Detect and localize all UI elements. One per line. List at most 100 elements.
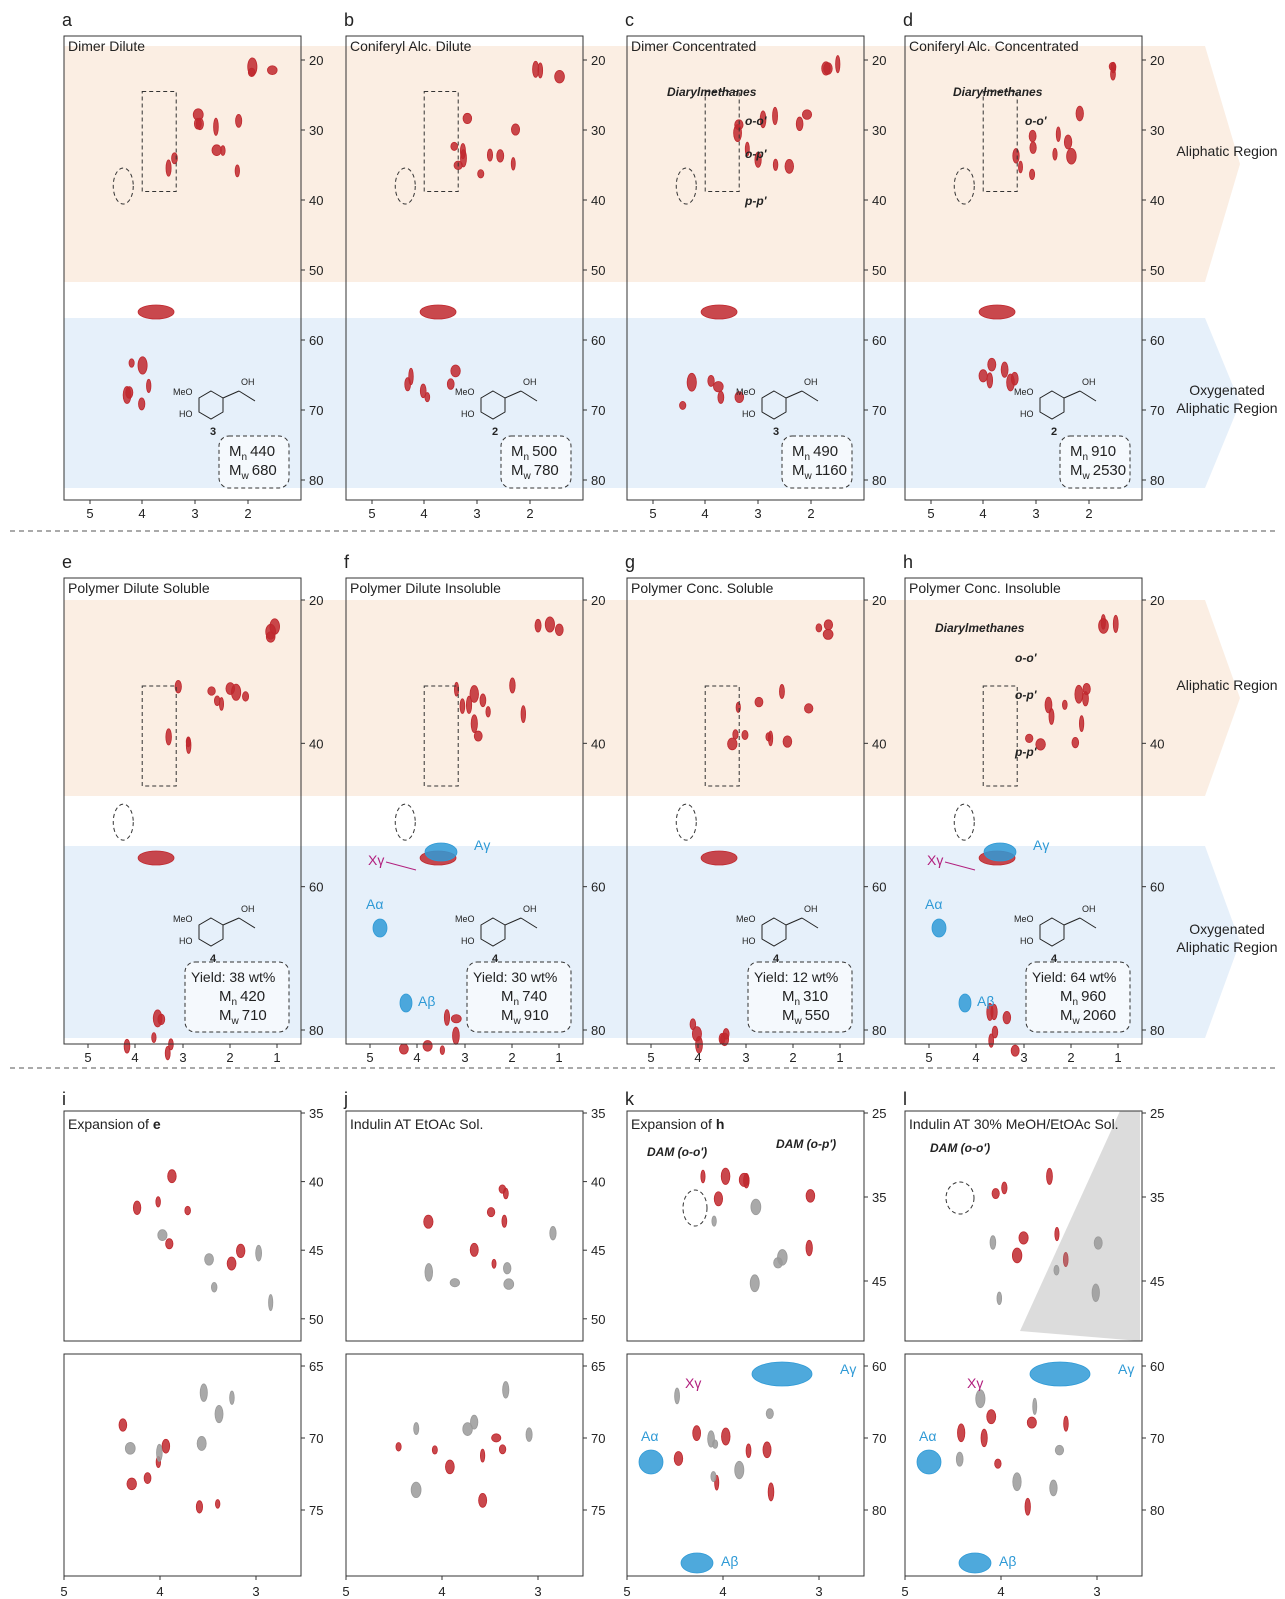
structure-label: MeO	[1014, 387, 1034, 397]
annotation-op: o-p'	[745, 147, 768, 161]
y-tick-label: 40	[1150, 193, 1164, 208]
y-tick-label: 80	[872, 1503, 886, 1518]
x-tick-label: 1	[1114, 1050, 1121, 1065]
nmr-peak	[745, 1443, 752, 1459]
annotation-diarylmethanes: Diarylmethanes	[953, 85, 1043, 99]
side-label-oxygenated: Oxygenated	[1189, 921, 1265, 937]
x-tick-label: 5	[901, 1584, 908, 1599]
y-tick-label: 80	[872, 1023, 886, 1038]
methoxyl-peak	[137, 850, 175, 866]
nmr-peak	[1035, 738, 1046, 751]
y-tick-label: 80	[591, 1023, 605, 1038]
nmr-peak	[710, 1471, 717, 1482]
nmr-peak	[502, 1381, 510, 1399]
nmr-peak	[1010, 371, 1019, 386]
nmr-peak	[157, 1229, 168, 1241]
panel-title: Polymer Dilute Soluble	[68, 580, 210, 596]
nmr-peak	[465, 695, 473, 714]
dam-oo-circle	[953, 803, 975, 841]
nmr-peak	[161, 1438, 171, 1454]
nmr-peak	[395, 1442, 402, 1452]
nmr-peak	[957, 1423, 966, 1443]
nmr-peak	[1012, 1472, 1022, 1492]
label-x-gamma: Xγ	[927, 852, 943, 868]
nmr-peak	[1062, 1251, 1069, 1268]
nmr-peak	[994, 1458, 1002, 1469]
panel-title: Polymer Dilute Insoluble	[350, 580, 501, 596]
nmr-peak	[733, 124, 742, 142]
y-tick-label: 25	[872, 1106, 886, 1121]
mw-box	[184, 961, 290, 1033]
nmr-peak	[1062, 699, 1068, 710]
panel-frame-bottom	[626, 1353, 865, 1577]
a-alpha-peak	[916, 1449, 942, 1475]
y-tick-label: 70	[872, 1431, 886, 1446]
structure-label: MeO	[736, 387, 756, 397]
x-tick-label: 3	[534, 1584, 541, 1599]
nmr-peak	[1055, 126, 1061, 142]
x-tick-label: 3	[754, 506, 761, 521]
dam-oo-circle	[682, 1189, 708, 1227]
nmr-peak	[989, 1235, 997, 1250]
a-gamma-peak	[1029, 1361, 1091, 1387]
x-tick-label: 5	[86, 506, 93, 521]
x-tick-label: 3	[815, 1584, 822, 1599]
mw-value: Mn 960	[1060, 988, 1106, 1008]
nmr-peak	[735, 701, 741, 713]
nmr-peak	[1011, 1247, 1023, 1264]
annotation-oo: o-o'	[1025, 114, 1048, 128]
nmr-peak	[1075, 105, 1084, 122]
y-tick-label: 80	[1150, 1023, 1164, 1038]
mw-value: Mw 550	[782, 1007, 830, 1027]
y-tick-label: 50	[872, 263, 886, 278]
structure-bond	[1079, 390, 1097, 402]
mn-value: Mn 910	[1070, 443, 1116, 463]
structure-label: HO	[1020, 409, 1034, 419]
panel-letter: g	[625, 552, 635, 572]
nmr-peak	[674, 1387, 680, 1405]
nmr-peak	[1012, 148, 1020, 164]
nmr-peak	[211, 1281, 218, 1293]
structure-bond	[1079, 917, 1097, 929]
nmr-peak	[229, 1390, 235, 1405]
nmr-peak	[732, 729, 739, 740]
y-tick-label: 40	[309, 193, 323, 208]
y-tick-label: 20	[591, 53, 605, 68]
dam-region-box	[141, 685, 177, 787]
nmr-peak	[491, 1258, 497, 1269]
y-tick-label: 65	[309, 1359, 323, 1374]
y-tick-label: 30	[591, 123, 605, 138]
annotation-op: o-p'	[1015, 688, 1038, 702]
y-tick-label: 80	[1150, 1503, 1164, 1518]
nmr-peak	[267, 65, 278, 76]
nmr-peak	[498, 1444, 507, 1455]
methoxyl-peak	[700, 304, 738, 320]
label-a-alpha: Aα	[641, 1428, 658, 1444]
nmr-peak	[503, 1278, 515, 1290]
nmr-peak	[1063, 1415, 1069, 1432]
x-tick-label: 5	[927, 506, 934, 521]
panel-title: Polymer Conc. Soluble	[631, 580, 774, 596]
nmr-peak	[449, 1278, 461, 1288]
nmr-peak	[234, 164, 240, 178]
nmr-peak	[692, 1425, 702, 1442]
mw-value: Mw 780	[511, 462, 559, 482]
nmr-peak	[532, 60, 540, 78]
y-tick-label: 40	[309, 1175, 323, 1190]
nmr-peak	[1048, 708, 1055, 725]
y-tick-label: 80	[309, 1023, 323, 1038]
structure-bond	[785, 390, 803, 399]
dam-region-box	[423, 91, 459, 192]
x-tick-label: 5	[925, 1050, 932, 1065]
structure-bond	[1063, 917, 1081, 926]
nmr-peak	[801, 109, 813, 120]
nmr-peak	[978, 369, 988, 383]
y-tick-label: 20	[872, 593, 886, 608]
x-tick-label: 5	[368, 506, 375, 521]
nmr-peak	[722, 1028, 730, 1040]
panel-letter: l	[903, 1089, 907, 1109]
yield-value: Yield: 12 wt%	[754, 969, 838, 985]
y-tick-label: 60	[309, 333, 323, 348]
y-tick-label: 75	[591, 1503, 605, 1518]
mn-value: Mn 490	[792, 443, 838, 463]
